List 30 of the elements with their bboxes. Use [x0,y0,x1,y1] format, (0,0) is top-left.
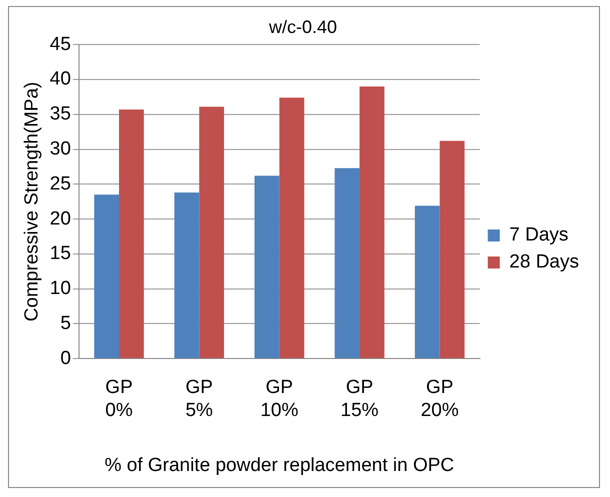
y-tick-label: 35 [50,104,71,125]
y-tick-label: 10 [50,278,71,300]
y-tick-label: 25 [50,173,71,194]
bar [119,109,144,358]
legend-label: 7 Days [509,224,568,246]
x-axis-title: % of Granite powder replacement in OPC [104,454,454,476]
bar [334,168,360,358]
bar [199,106,224,358]
x-tick-label: GP 15% [340,377,379,422]
y-tick-label: 0 [60,348,71,369]
bar [254,176,280,358]
x-tick-label: GP 0% [105,377,133,422]
y-tick-label: 15 [50,243,71,264]
bar [279,98,304,358]
x-tick-label: GP 20% [420,377,459,422]
x-tick-label: GP 5% [185,377,214,422]
bar [414,206,440,358]
chart-title: w/c-0.40 [268,16,338,37]
y-tick-label: 5 [60,312,71,334]
bar [360,86,384,358]
y-tick-label: 30 [50,138,71,160]
bar [174,192,200,358]
y-tick-label: 20 [50,208,71,230]
x-tick-label: GP 10% [260,377,298,422]
y-tick-label: 40 [50,68,71,90]
bar [440,140,465,358]
y-axis-title: Compressive Strength(MPa) [22,82,43,322]
y-tick-label: 45 [50,34,71,55]
bar [94,194,120,358]
legend-label: 28 Days [509,252,579,273]
